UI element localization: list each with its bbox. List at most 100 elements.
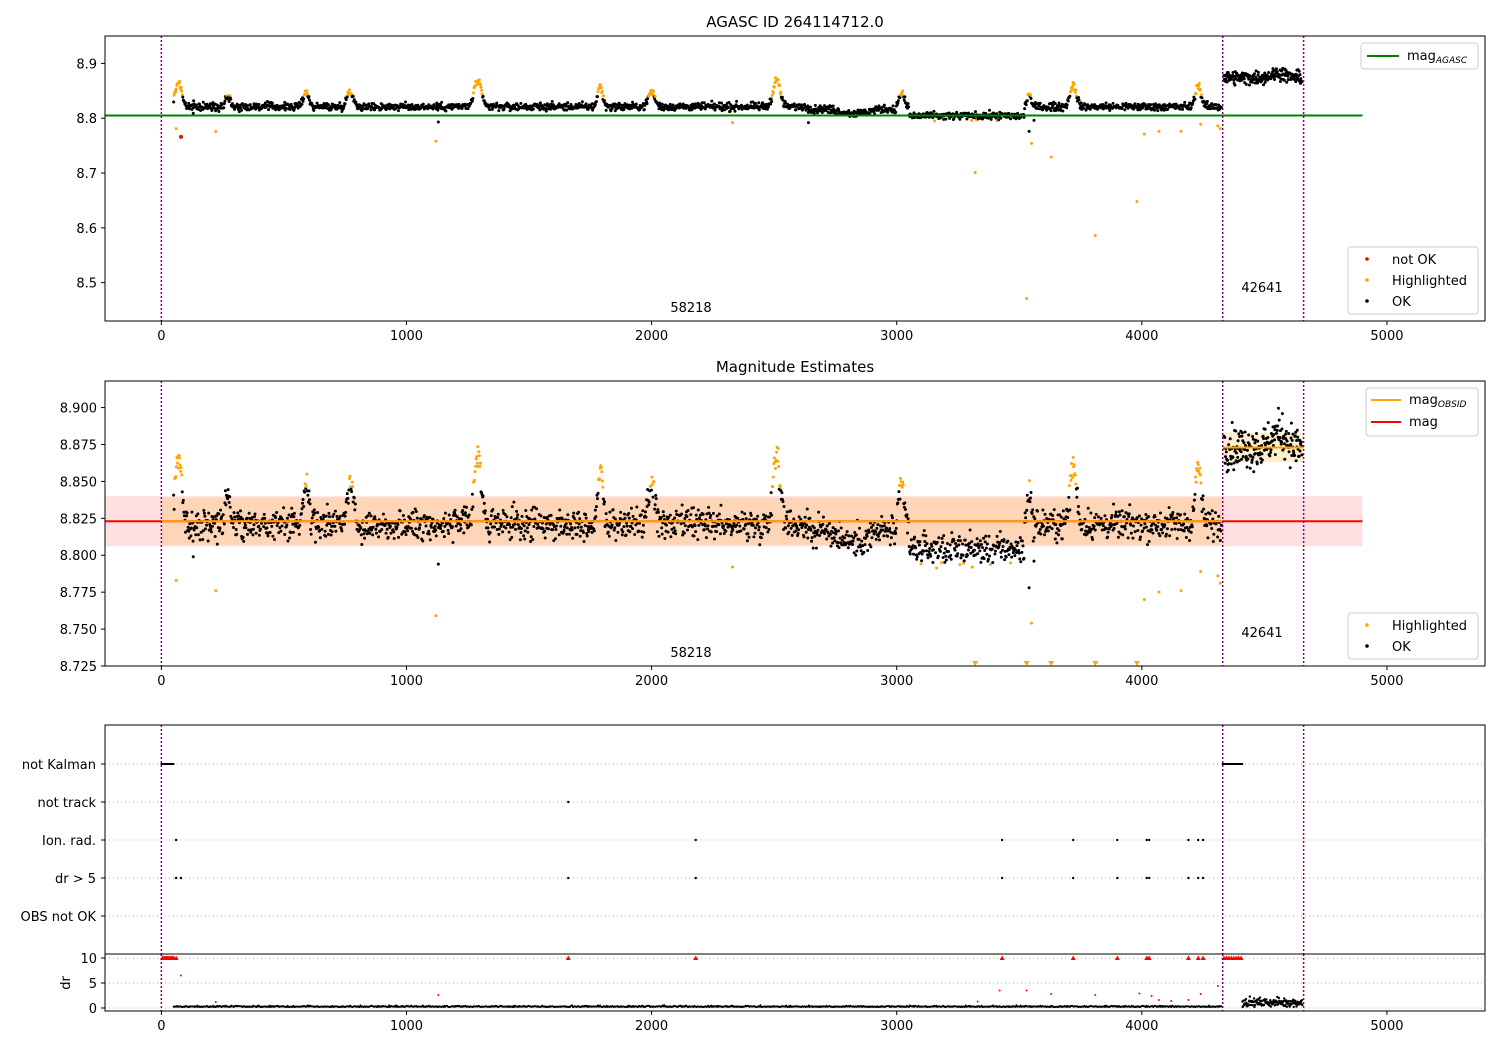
ok-point [1063,522,1067,526]
ok-point [508,538,512,542]
ok-point [1060,537,1064,541]
ok-point [642,108,646,112]
ok-point [1182,522,1186,526]
ok-point [1275,431,1279,435]
highlighted-point [779,90,783,94]
ok-point [251,527,255,531]
ok-point [369,514,373,518]
ok-point [1149,103,1153,107]
ok-point [333,524,337,528]
ok-point [222,102,226,106]
highlighted-point [179,466,183,470]
ok-point [999,555,1003,559]
ok-point [427,532,431,536]
ok-point [199,530,203,534]
highlighted-point [305,89,309,93]
ok-point [488,108,492,112]
ok-point [1163,523,1167,527]
ok-point [381,512,385,516]
highlighted-point [305,472,309,476]
panel2-xtick-label: 3000 [880,674,913,689]
ok-point [592,529,596,533]
ok-point [1297,454,1301,458]
ok-point [925,542,929,546]
highlighted-point [1157,129,1161,133]
ok-point [1273,453,1277,457]
ok-point [1099,516,1103,520]
ok-point [1077,98,1081,102]
ok-point [330,530,334,534]
ok-point [696,538,700,542]
highlighted-point [772,456,776,460]
highlighted-point [174,87,178,91]
ok-point [948,543,952,547]
ok-point [1213,511,1217,515]
ok-point [625,524,629,528]
ok-point [990,547,994,551]
ok-point [1190,525,1194,529]
highlighted-point [771,475,775,479]
ok-point [935,540,939,544]
ok-point [346,501,350,505]
ok-point [462,531,466,535]
ok-point [709,513,713,517]
ok-point [285,516,289,520]
ok-point [940,536,944,540]
highlighted-point [940,561,944,565]
ok-point [258,527,262,531]
ok-point [584,516,588,520]
ok-point [545,515,549,519]
ok-point [806,536,810,540]
ok-point [360,543,364,547]
ok-point [562,528,566,532]
highlighted-point [1070,88,1074,92]
ok-point [922,529,926,533]
ok-point [902,98,906,102]
highlighted-point [473,470,477,474]
ok-point [1280,412,1284,416]
ok-point [729,533,733,537]
ok-point [1239,450,1243,454]
flag-point [179,876,183,880]
ok-point [965,553,969,557]
ok-point [1285,439,1289,443]
ok-point [790,533,794,537]
ok-point [810,539,814,543]
ok-point [344,500,348,504]
ok-point [792,517,796,521]
ok-point [263,521,267,525]
flag-point [1145,838,1148,842]
ok-point [939,545,943,549]
ok-point [218,526,222,530]
ok-point [1183,512,1187,516]
ok-point [988,108,992,112]
ok-point [1282,78,1286,82]
ok-point [431,517,435,521]
ok-point [272,537,276,541]
ok-point [397,535,401,539]
ok-point [338,101,342,105]
ok-point [908,552,912,556]
ok-point [544,107,548,111]
ok-point [451,540,455,544]
ok-point [797,515,801,519]
ok-point [566,513,570,517]
ok-point [1253,441,1257,445]
ok-point [1245,465,1249,469]
ok-point [769,102,773,106]
ok-point [257,533,261,537]
ok-point [765,107,769,111]
ok-point [888,543,892,547]
ok-point [796,531,800,535]
ok-point [228,495,232,499]
ok-point [638,521,642,525]
ok-point [1200,96,1204,100]
ok-point [298,523,302,527]
ok-point [430,521,434,525]
panel2-xtick-label: 1000 [390,674,423,689]
ok-point [1002,538,1006,542]
ok-point [206,539,210,543]
ok-point [274,516,278,520]
ok-point [1299,77,1303,81]
ok-point [645,102,649,106]
